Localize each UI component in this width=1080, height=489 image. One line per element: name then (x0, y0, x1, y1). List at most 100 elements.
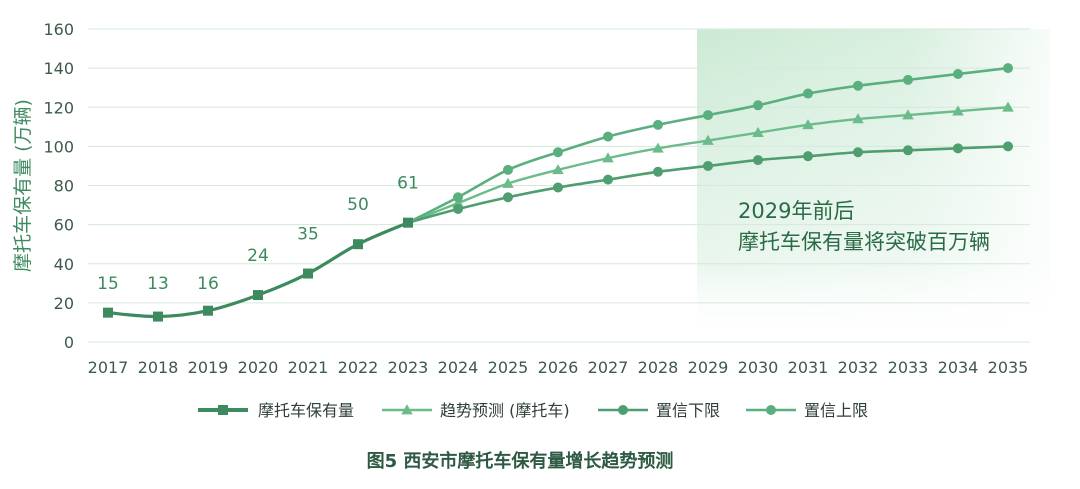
series-upper-point (603, 131, 613, 142)
series-lower-point (1003, 141, 1013, 152)
series-actual-point (153, 311, 163, 322)
x-tick-label: 2019 (188, 358, 229, 377)
data-labels: 15 13 16 24 35 50 61 (97, 174, 419, 294)
series-lower-point (953, 143, 963, 154)
y-tick-label: 40 (54, 255, 74, 274)
y-tick-label: 120 (43, 98, 74, 117)
series-actual-point (403, 217, 413, 228)
legend-swatch-marker (766, 405, 776, 415)
x-tick-label: 2025 (488, 358, 529, 377)
y-axis-label: 摩托车保有量 (万辆) (12, 99, 34, 272)
data-label: 61 (397, 174, 419, 194)
legend-item: 趋势预测 (摩托车) (382, 401, 570, 420)
x-axis: 2017 2018 2019 2020 2021 2022 2023 2024 2025 2026… (88, 358, 1029, 377)
x-tick-label: 2021 (288, 358, 329, 377)
series-lower (406, 141, 1013, 224)
series-lower-point (903, 145, 913, 156)
x-tick-label: 2031 (788, 358, 829, 377)
data-label: 35 (297, 225, 319, 245)
y-tick-label: 140 (43, 59, 74, 78)
x-tick-label: 2024 (438, 358, 479, 377)
series-lower-point (553, 182, 563, 193)
legend-label: 摩托车保有量 (258, 401, 354, 420)
y-tick-label: 20 (54, 294, 74, 313)
x-tick-label: 2017 (88, 358, 129, 377)
x-tick-label: 2022 (338, 358, 379, 377)
series-upper-point (703, 110, 713, 121)
series-actual-point (253, 290, 263, 301)
series-upper-point (903, 74, 913, 85)
annotation-line-2: 摩托车保有量将突破百万辆 (738, 230, 990, 254)
series-upper-point (953, 68, 963, 79)
series-upper (406, 63, 1013, 224)
series-upper-point (853, 80, 863, 91)
series-upper-point (553, 147, 563, 158)
legend-label: 置信上限 (804, 401, 868, 420)
legend-swatch-marker (218, 405, 228, 415)
series-trend-point (802, 119, 814, 130)
series-lower-point (503, 192, 513, 203)
x-tick-label: 2029 (688, 358, 729, 377)
annotation: 2029年前后 摩托车保有量将突破百万辆 (738, 199, 990, 254)
series-lower-point (703, 160, 713, 171)
data-label: 16 (197, 274, 219, 294)
series-actual-point (353, 239, 363, 250)
series-trend-point (902, 109, 914, 120)
series-actual-point (303, 268, 313, 279)
series-upper-point (453, 192, 463, 203)
series-upper-point (503, 164, 513, 175)
y-tick-label: 100 (43, 137, 74, 156)
legend-item: 置信下限 (598, 401, 720, 420)
data-label: 13 (147, 274, 169, 294)
series-actual-point (203, 305, 213, 316)
x-tick-label: 2032 (838, 358, 879, 377)
y-tick-label: 0 (64, 333, 74, 352)
y-tick-label: 60 (54, 216, 74, 235)
data-label: 15 (97, 274, 119, 294)
series-upper-point (1003, 63, 1013, 74)
series-lower-point (653, 166, 663, 177)
x-tick-label: 2027 (588, 358, 629, 377)
series-lower-point (853, 147, 863, 158)
legend-item: 置信上限 (746, 401, 868, 420)
data-label: 24 (247, 246, 269, 266)
series-trend-point (652, 142, 664, 153)
series-trend-point (502, 177, 514, 188)
series-trend-point (602, 152, 614, 163)
series-trend-point (552, 164, 564, 175)
y-tick-label: 80 (54, 177, 74, 196)
x-tick-label: 2023 (388, 358, 429, 377)
chart-title: 图5 西安市摩托车保有量增长趋势预测 (367, 450, 674, 472)
x-tick-label: 2018 (138, 358, 179, 377)
series-upper-point (753, 100, 763, 111)
legend: 摩托车保有量 趋势预测 (摩托车) 置信下限 置信上限 (198, 401, 868, 420)
x-tick-label: 2035 (988, 358, 1029, 377)
data-label: 50 (347, 195, 369, 215)
series-trend-point (752, 126, 764, 137)
x-tick-label: 2030 (738, 358, 779, 377)
x-tick-label: 2026 (538, 358, 579, 377)
x-tick-label: 2028 (638, 358, 679, 377)
series-lower-point (603, 174, 613, 185)
x-tick-label: 2033 (888, 358, 929, 377)
legend-swatch-marker (618, 405, 628, 415)
y-axis: 0 20 40 60 80 100 120 140 160 (43, 20, 74, 352)
series-trend-point (852, 113, 864, 124)
legend-label: 趋势预测 (摩托车) (440, 401, 570, 420)
series-upper-point (803, 88, 813, 99)
series-lower-point (453, 203, 463, 214)
x-tick-label: 2034 (938, 358, 979, 377)
series-layer (103, 63, 1014, 322)
legend-item: 摩托车保有量 (198, 401, 354, 420)
x-tick-label: 2020 (238, 358, 279, 377)
annotation-line-1: 2029年前后 (738, 199, 854, 223)
series-trend-point (702, 134, 714, 145)
series-actual-point (103, 307, 113, 318)
legend-label: 置信下限 (656, 401, 720, 420)
series-lower-point (803, 151, 813, 162)
series-upper-point (653, 119, 663, 130)
legend-swatch-marker (401, 404, 413, 415)
grid-lines (88, 28, 1030, 343)
